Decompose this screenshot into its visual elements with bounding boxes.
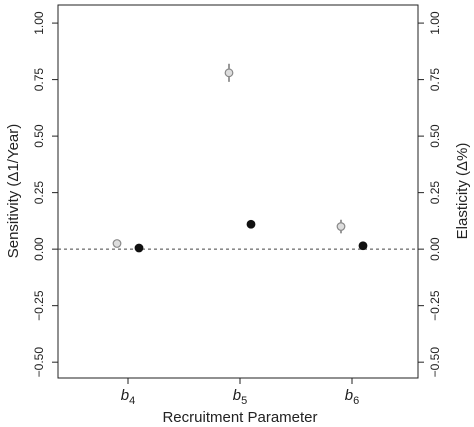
y2-tick-label: −0.50 <box>428 347 442 378</box>
x-tick-label: b6 <box>345 387 359 407</box>
y-tick-label: −0.50 <box>32 347 46 378</box>
y2-tick-label: −0.25 <box>428 290 442 321</box>
category-subscript: 4 <box>129 395 135 407</box>
category-subscript: 5 <box>241 395 247 407</box>
point <box>246 219 256 229</box>
point <box>224 68 234 78</box>
point <box>358 241 368 251</box>
category-symbol: b <box>345 387 353 404</box>
point <box>134 243 144 253</box>
y2-axis-title: Elasticity (Δ%) <box>454 143 471 240</box>
y-tick-label: −0.25 <box>32 290 46 321</box>
y2-tick-label: 0.00 <box>428 237 442 261</box>
y2-tick-label: 0.75 <box>428 68 442 92</box>
y-axis-title: Sensitivity (Δ1/Year) <box>5 124 22 259</box>
y2-tick-label: 0.25 <box>428 181 442 205</box>
x-axis-title: Recruitment Parameter <box>162 409 317 426</box>
plot-frame <box>57 4 419 379</box>
point <box>336 222 346 231</box>
category-subscript: 6 <box>353 395 359 407</box>
y-tick-label: 0.75 <box>32 68 46 92</box>
y2-tick-label: 0.50 <box>428 124 442 148</box>
x-tick-label: b5 <box>233 387 247 407</box>
y2-tick-label: 1.00 <box>428 11 442 35</box>
x-tick-label: b4 <box>121 387 135 407</box>
category-symbol: b <box>233 387 241 404</box>
y-tick-label: 0.50 <box>32 124 46 148</box>
y-tick-label: 0.00 <box>32 237 46 261</box>
category-symbol: b <box>121 387 129 404</box>
y-tick-label: 1.00 <box>32 11 46 35</box>
point <box>112 239 122 248</box>
y-tick-label: 0.25 <box>32 181 46 205</box>
